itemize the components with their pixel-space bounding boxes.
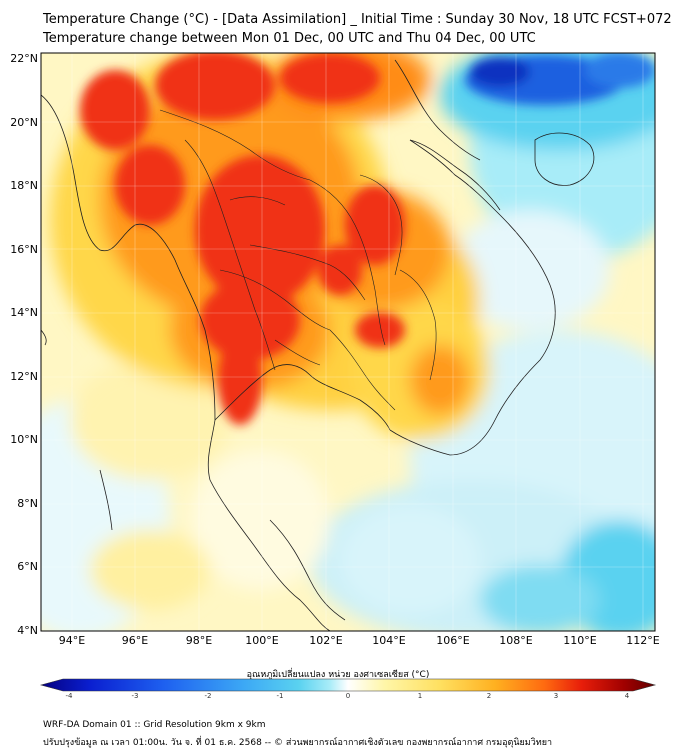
lon-label: 106°E <box>436 634 470 647</box>
lon-label: 94°E <box>58 634 86 647</box>
colorbar-title: อุณหภูมิเปลี่ยนแปลง หน่วย องศาเซลเซียส (… <box>246 670 430 680</box>
lon-label: 108°E <box>499 634 533 647</box>
colorbar-tick: 2 <box>486 692 492 700</box>
footer-credit: ปรับปรุงข้อมูล ณ เวลา 01:00น. วัน จ. ที่… <box>43 738 553 748</box>
colorbar-tick: 4 <box>624 692 630 700</box>
colorbar-tick: 1 <box>417 692 423 700</box>
colorbar-tick: -2 <box>204 692 212 700</box>
lon-label: 96°E <box>121 634 149 647</box>
map-subtitle: Temperature change between Mon 01 Dec, 0… <box>43 31 536 46</box>
lon-label: 102°E <box>309 634 343 647</box>
lon-label: 110°E <box>563 634 597 647</box>
lat-label: 12°N <box>10 370 38 383</box>
lat-lon-grid <box>41 53 655 631</box>
lat-label: 20°N <box>10 116 38 129</box>
lat-label: 8°N <box>17 497 38 510</box>
colorbar-tick: 0 <box>345 692 351 700</box>
lat-label: 16°N <box>10 243 38 256</box>
lat-label: 22°N <box>10 52 38 65</box>
temperature-field <box>41 53 655 631</box>
lat-label: 6°N <box>17 560 38 573</box>
colorbar-tick: -4 <box>65 692 73 700</box>
temperature-change-map <box>40 52 656 632</box>
lon-label: 112°E <box>626 634 660 647</box>
lat-label: 4°N <box>17 624 38 637</box>
country-borders <box>41 59 595 631</box>
lon-label: 104°E <box>372 634 406 647</box>
colorbar-tick: -3 <box>131 692 139 700</box>
lat-label: 14°N <box>10 306 38 319</box>
lat-label: 10°N <box>10 433 38 446</box>
province-borders <box>159 109 437 411</box>
colorbar-tick: -1 <box>276 692 284 700</box>
lon-label: 100°E <box>245 634 279 647</box>
footer-model-info: WRF-DA Domain 01 :: Grid Resolution 9km … <box>43 720 266 730</box>
colorbar <box>39 678 657 692</box>
map-title: Temperature Change (°C) - [Data Assimila… <box>43 12 672 27</box>
map-frame <box>40 52 656 632</box>
lat-label: 18°N <box>10 179 38 192</box>
colorbar-tick: 3 <box>553 692 559 700</box>
lon-label: 98°E <box>185 634 213 647</box>
